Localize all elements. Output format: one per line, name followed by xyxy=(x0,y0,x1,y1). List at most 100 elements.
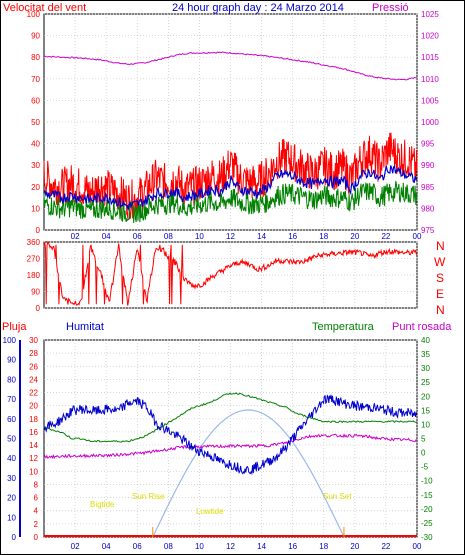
punt-rosada-label: Punt rosada xyxy=(392,321,452,333)
x-tick-label-top: 22 xyxy=(381,232,390,241)
grid-layer xyxy=(44,13,418,538)
rain-y-tick-label: 6 xyxy=(34,494,39,503)
temperature-y-tick-label: 25 xyxy=(421,378,430,387)
sunset-label: Sun Set xyxy=(323,492,352,501)
wind-gust-line xyxy=(43,132,418,220)
x-tick-label-bottom: 00 xyxy=(413,542,422,551)
pressure-y-tick-label: 995 xyxy=(421,140,435,149)
rain-y-tick-label: 22 xyxy=(29,389,38,398)
x-tick-label-bottom: 12 xyxy=(226,542,235,551)
pressure-y-tick-label: 1010 xyxy=(421,75,439,84)
x-tick-label-top: 08 xyxy=(164,232,173,241)
wind-direction-line xyxy=(43,240,418,306)
humidity-plot-area xyxy=(43,339,418,538)
temperature-y-tick-label: -10 xyxy=(421,477,433,486)
temperature-y-tick-label: -20 xyxy=(421,505,433,514)
sun-layer xyxy=(44,409,417,538)
humidity-y-tick-label: 10 xyxy=(7,513,16,522)
temperature-line xyxy=(43,392,418,443)
x-tick-label-bottom: 06 xyxy=(133,542,142,551)
x-tick-label-bottom: 22 xyxy=(381,542,390,551)
wind-y-tick-label: 0 xyxy=(36,226,41,235)
x-tick-label-top: 14 xyxy=(257,232,266,241)
rain-y-tick-label: 30 xyxy=(29,336,38,345)
wind-y-tick-label: 60 xyxy=(31,96,40,105)
humidity-y-tick-label: 80 xyxy=(7,375,16,384)
rain-y-tick-label: 2 xyxy=(34,520,39,529)
pressure-y-tick-label: 985 xyxy=(421,183,435,192)
pressure-y-tick-label: 1020 xyxy=(421,32,439,41)
x-tick-label-bottom: 08 xyxy=(164,542,173,551)
wind-y-tick-label: 80 xyxy=(31,53,40,62)
direction-label-e: E xyxy=(436,287,444,301)
wind-y-tick-label: 90 xyxy=(31,32,40,41)
pressure-y-tick-label: 1015 xyxy=(421,53,439,62)
x-tick-label-bottom: 18 xyxy=(319,542,328,551)
rain-y-tick-label: 16 xyxy=(29,428,38,437)
x-tick-label-bottom: 14 xyxy=(257,542,266,551)
humidity-y-tick-label: 70 xyxy=(7,395,16,404)
rain-y-tick-label: 10 xyxy=(29,467,38,476)
rain-y-tick-label: 26 xyxy=(29,362,38,371)
x-tick-label-bottom: 10 xyxy=(195,542,204,551)
header-right-label: Pressió xyxy=(372,2,409,14)
pressure-y-tick-label: 980 xyxy=(421,204,435,213)
humidity-y-tick-label: 40 xyxy=(7,454,16,463)
wind-average-line xyxy=(43,165,418,211)
wind-y-tick-label: 40 xyxy=(31,140,40,149)
x-tick-label-bottom: 02 xyxy=(71,542,80,551)
rain-y-tick-label: 28 xyxy=(29,349,38,358)
humitat-label: Humitat xyxy=(66,321,104,333)
rain-y-tick-label: 8 xyxy=(34,480,39,489)
wind-y-tick-label: 10 xyxy=(31,204,40,213)
temperatura-label: Temperatura xyxy=(312,321,375,333)
rain-y-tick-label: 0 xyxy=(34,533,39,542)
header-title: 24 hour graph day : 24 Marzo 2014 xyxy=(172,2,344,14)
x-tick-label-top: 16 xyxy=(288,232,297,241)
direction-label-w: W xyxy=(434,255,446,269)
x-tick-label-bottom: 04 xyxy=(102,542,111,551)
direction-y-tick-label: 270 xyxy=(27,255,41,264)
pressure-line xyxy=(44,51,418,81)
x-tick-label-top: 12 xyxy=(226,232,235,241)
temperature-y-tick-label: -25 xyxy=(421,519,433,528)
pressure-y-tick-label: 990 xyxy=(421,161,435,170)
direction-label-n-top: N xyxy=(436,239,445,253)
direction-y-tick-label: 90 xyxy=(31,288,40,297)
temperature-y-tick-label: -5 xyxy=(421,463,429,472)
temperature-y-tick-label: 20 xyxy=(421,392,430,401)
humidity-y-tick-label: 20 xyxy=(7,494,16,503)
pluja-label: Pluja xyxy=(2,321,27,333)
temperature-y-tick-label: 40 xyxy=(421,336,430,345)
header-left-label: Velocitat del vent xyxy=(3,2,86,14)
wind-y-tick-label: 50 xyxy=(31,118,40,127)
sun-elevation-curve xyxy=(152,409,345,538)
x-tick-label-bottom: 20 xyxy=(350,542,359,551)
x-tick-label-top: 06 xyxy=(133,232,142,241)
rain-y-tick-label: 14 xyxy=(29,441,38,450)
humidity-y-tick-label: 50 xyxy=(7,435,16,444)
humidity-y-tick-label: 0 xyxy=(12,533,17,542)
temperature-y-tick-label: -15 xyxy=(421,491,433,500)
wind-low-line xyxy=(43,180,418,223)
wind-y-tick-label: 100 xyxy=(27,10,41,19)
sunrise-label: Sun Rise xyxy=(132,492,165,501)
humidity-y-tick-label: 100 xyxy=(3,336,17,345)
x-tick-label-top: 00 xyxy=(413,232,422,241)
humidity-line xyxy=(43,394,418,476)
rain-y-tick-label: 12 xyxy=(29,454,38,463)
series-layer xyxy=(43,51,418,476)
temperature-y-tick-label: 35 xyxy=(421,350,430,359)
x-tick-label-top: 02 xyxy=(71,232,80,241)
temperature-y-tick-label: 15 xyxy=(421,406,430,415)
x-tick-label-bottom: 16 xyxy=(288,542,297,551)
wind-y-tick-label: 30 xyxy=(31,161,40,170)
humidity-y-tick-label: 30 xyxy=(7,474,16,483)
temperature-y-tick-label: 5 xyxy=(421,435,426,444)
rain-y-tick-label: 18 xyxy=(29,415,38,424)
rain-y-tick-label: 24 xyxy=(29,375,38,384)
lowtide-label: Lowtide xyxy=(196,507,224,516)
pressure-y-tick-label: 1025 xyxy=(421,10,439,19)
direction-y-tick-label: 360 xyxy=(27,238,41,247)
